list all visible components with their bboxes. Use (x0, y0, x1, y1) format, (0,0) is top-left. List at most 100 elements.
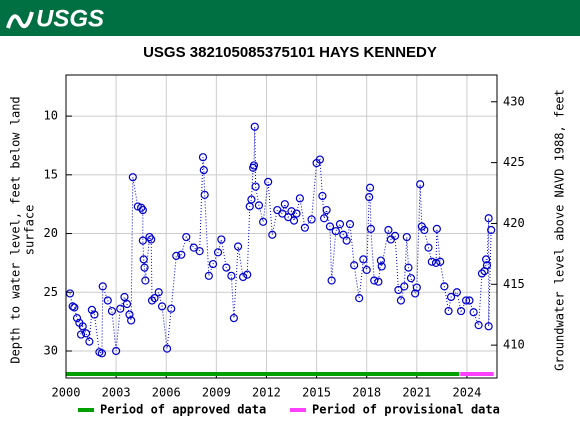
data-point (487, 225, 496, 235)
data-point (362, 265, 371, 275)
y2-tick-label: 425 (503, 155, 525, 169)
data-point (424, 243, 433, 252)
data-point (233, 242, 243, 251)
data-point (200, 190, 209, 199)
data-point (402, 232, 411, 242)
y2-tick-label: 415 (503, 277, 525, 291)
data-point (76, 330, 86, 339)
data-point (85, 337, 94, 346)
data-point (268, 230, 277, 239)
data-point (195, 247, 204, 256)
data-point (427, 257, 436, 266)
data-point (289, 216, 299, 225)
data-point (325, 222, 335, 231)
data-point (147, 296, 157, 305)
data-point (141, 276, 150, 285)
data-point (157, 302, 167, 311)
x-tick-label: 2021 (402, 386, 431, 400)
data-point (145, 232, 154, 242)
data-point (172, 251, 181, 260)
data-point (452, 288, 462, 297)
data-point (189, 243, 198, 252)
data-point (81, 329, 91, 338)
data-point (482, 261, 492, 270)
data-point (327, 276, 336, 285)
data-point (198, 153, 208, 162)
data-point (177, 250, 186, 259)
data-point (249, 161, 259, 170)
data-point (162, 344, 172, 353)
x-tick-label: 2000 (52, 386, 81, 400)
y-axis-label: Depth to water level, feet below land (9, 96, 23, 363)
data-point (300, 223, 309, 232)
data-point (390, 231, 400, 240)
data-point (128, 173, 137, 182)
y2-tick-label: 430 (503, 94, 525, 108)
data-point (484, 322, 493, 331)
data-point (65, 289, 75, 298)
data-point (465, 296, 474, 305)
data-point (370, 276, 379, 285)
data-point (295, 194, 304, 203)
x-tick-label: 2006 (152, 386, 181, 400)
data-point (365, 193, 374, 202)
data-point (222, 263, 231, 272)
data-point (440, 282, 449, 291)
data-point (384, 225, 393, 235)
y-tick-label: 20 (44, 226, 58, 240)
data-point (167, 304, 176, 313)
data-point (446, 292, 456, 302)
data-point (278, 209, 287, 218)
data-point (147, 235, 156, 244)
y-tick-label: 25 (44, 285, 58, 299)
data-point (406, 274, 416, 283)
data-point (150, 294, 159, 303)
data-point (98, 282, 107, 291)
data-point (217, 235, 226, 244)
data-point (469, 308, 478, 317)
data-point (484, 214, 493, 223)
data-point (377, 262, 386, 271)
x-tick-label: 2003 (102, 386, 131, 400)
data-point (342, 236, 351, 245)
legend-label: Period of provisional data (312, 403, 500, 417)
data-point (444, 306, 453, 316)
data-point (154, 288, 163, 297)
data-point (199, 166, 208, 175)
logo-icon (6, 11, 34, 29)
data-point (307, 215, 316, 224)
data-point (68, 302, 77, 311)
data-point (350, 261, 359, 270)
data-point (431, 258, 441, 268)
data-point (238, 272, 248, 282)
data-point (138, 205, 147, 215)
data-point (366, 224, 375, 233)
y-tick-label: 10 (44, 109, 58, 123)
data-point (436, 257, 445, 266)
data-point (208, 259, 218, 269)
data-point (213, 248, 223, 257)
data-point (345, 220, 355, 229)
data-point (376, 256, 385, 265)
data-point (432, 224, 441, 233)
data-point (138, 236, 147, 245)
data-point (404, 263, 413, 272)
data-point (264, 177, 273, 186)
data-point (292, 209, 301, 218)
data-point (335, 220, 345, 229)
data-point (90, 310, 99, 319)
y-tick-label: 30 (44, 343, 58, 357)
plot-area (66, 75, 497, 378)
data-point (125, 310, 134, 319)
data-point (122, 299, 132, 309)
legend-label: Period of approved data (100, 403, 266, 417)
data-point (97, 349, 107, 358)
y2-tick-label: 410 (503, 338, 525, 352)
data-point (229, 314, 238, 323)
data-point (331, 227, 340, 236)
data-point (127, 316, 136, 325)
data-point (140, 263, 149, 272)
series-line (69, 126, 492, 355)
data-point (204, 271, 213, 280)
data-point (87, 305, 96, 314)
